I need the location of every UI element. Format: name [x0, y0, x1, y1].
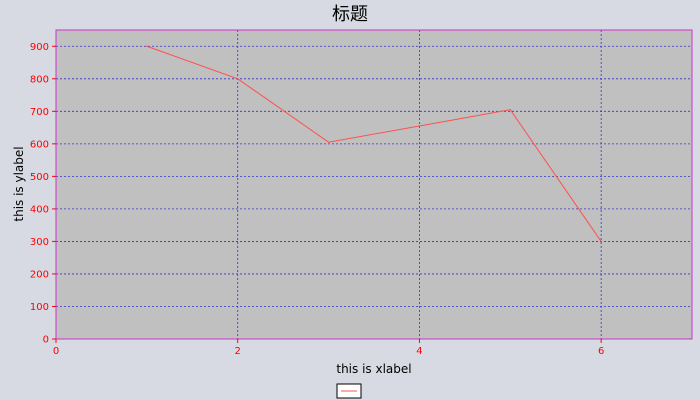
- y-tick-label: 800: [30, 74, 49, 85]
- x-tick-label: 0: [53, 346, 59, 357]
- y-tick-label: 500: [30, 172, 49, 183]
- x-axis-label: this is xlabel: [336, 362, 411, 376]
- tick-labels: 0 100 200 300 400 500 600 700 800 900 0 2 4 6: [30, 42, 604, 357]
- data-point: [418, 125, 421, 127]
- data-point: [600, 240, 602, 243]
- x-tick-label: 6: [598, 346, 604, 357]
- legend: [336, 383, 362, 399]
- y-tick-label: 600: [30, 139, 49, 150]
- y-tick-label: 700: [30, 107, 49, 118]
- data-point: [509, 109, 511, 111]
- plot-area: [56, 30, 692, 339]
- grid-lines: [56, 30, 692, 339]
- y-tick-label: 300: [30, 237, 49, 248]
- x-tick-label: 4: [416, 346, 422, 357]
- data-point: [146, 45, 148, 47]
- series-line: [146, 45, 602, 242]
- data-point: [327, 141, 330, 143]
- y-tick-label: 400: [30, 204, 49, 215]
- y-tick-label: 0: [43, 335, 49, 346]
- plot-border: [55, 29, 693, 340]
- x-tick-label: 2: [235, 346, 241, 357]
- data-point: [237, 78, 239, 80]
- y-tick-label: 100: [30, 302, 49, 313]
- y-axis-label: this is ylabel: [12, 146, 26, 221]
- axes: [55, 29, 693, 340]
- chart-title: 标题: [332, 4, 368, 25]
- y-tick-label: 200: [30, 269, 49, 280]
- series-group: [146, 45, 602, 243]
- y-tick-label: 900: [30, 42, 49, 53]
